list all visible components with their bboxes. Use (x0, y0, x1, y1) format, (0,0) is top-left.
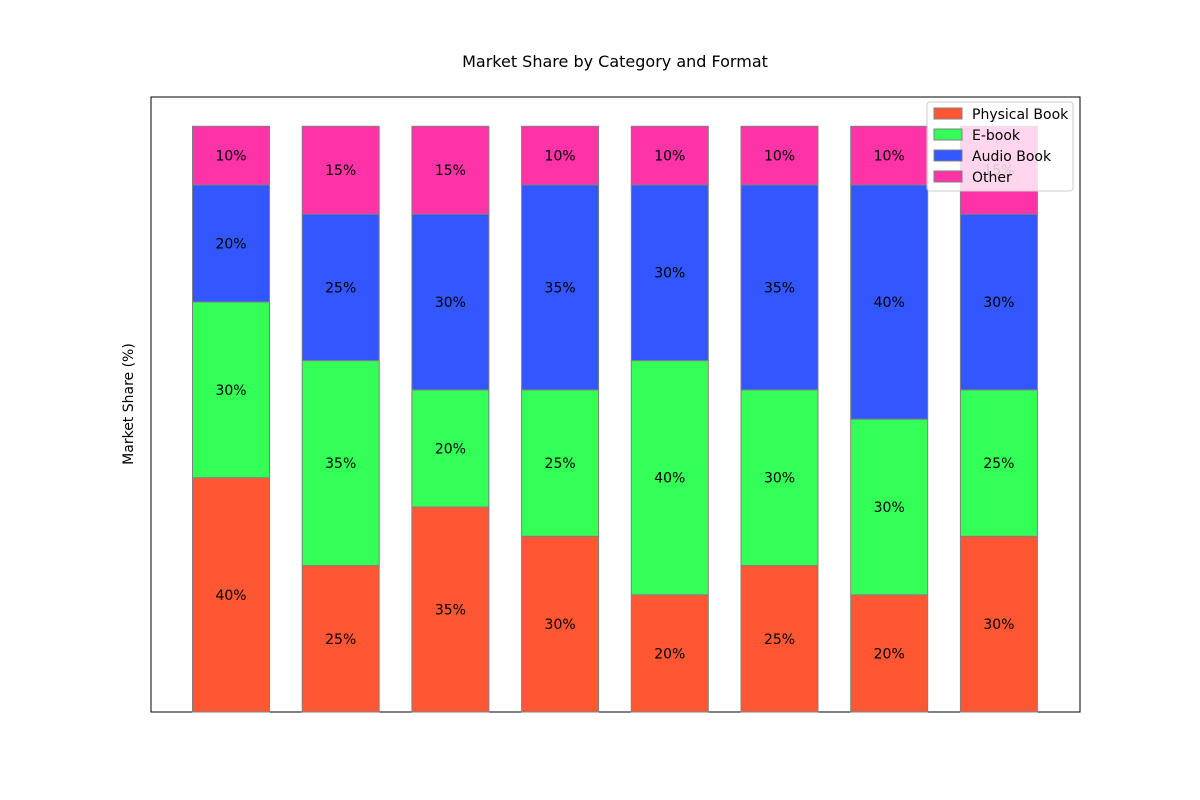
data-label-3-1: 20% (215, 236, 246, 252)
data-label-1-5: 20% (654, 646, 685, 662)
data-label-4-1: 10% (215, 149, 246, 165)
bar-2-6 (740, 389, 819, 567)
data-label-2-3: 20% (435, 441, 466, 457)
bar-2-5 (630, 360, 709, 596)
bar-3-3 (411, 213, 490, 391)
bar-1-5 (630, 594, 709, 713)
bar-1-8 (959, 535, 1038, 713)
data-label-3-5: 30% (654, 266, 685, 282)
bar-3-1 (192, 184, 270, 303)
legend-label-4: Other (972, 170, 1012, 186)
legend-label-2: E-book (972, 128, 1021, 144)
data-label-1-2: 25% (325, 632, 356, 648)
value-labels-group: 40% 30% 20% 10% 25% 35% 25% 15% 35% 20% 30% 15% 30% 2… (215, 149, 1014, 663)
data-label-3-2: 25% (325, 280, 356, 296)
data-label-1-1: 40% (215, 588, 246, 604)
data-label-4-5: 10% (654, 149, 685, 165)
legend-swatch-3 (933, 149, 963, 162)
data-label-2-6: 30% (764, 471, 795, 487)
data-label-4-6: 10% (764, 149, 795, 165)
legend: Physical Book E-book Audio Book Other (926, 101, 1074, 192)
bar-4-2 (301, 125, 380, 215)
legend-box (926, 101, 1074, 192)
data-label-3-4: 35% (545, 280, 576, 296)
bar-3-4 (521, 184, 600, 391)
legend-swatch-4 (933, 170, 963, 183)
data-label-3-3: 30% (435, 295, 466, 311)
data-label-2-8: 25% (983, 456, 1014, 472)
bar-1-2 (301, 565, 380, 713)
data-label-1-7: 20% (874, 646, 905, 662)
data-label-3-8: 30% (983, 295, 1014, 311)
data-label-2-7: 30% (874, 500, 905, 516)
data-label-2-2: 35% (325, 456, 356, 472)
bar-2-4 (521, 389, 600, 537)
bar-4-4 (521, 125, 600, 186)
bar-4-1 (192, 125, 270, 186)
legend-swatch-1 (933, 107, 963, 120)
plot-frame (150, 96, 1081, 713)
bar-2-2 (301, 360, 380, 567)
bar-4-3 (411, 125, 490, 215)
data-label-4-3: 15% (435, 163, 466, 179)
bar-2-7 (850, 418, 929, 596)
legend-swatch-2 (933, 128, 963, 141)
bar-1-4 (521, 535, 600, 713)
bar-3-8 (959, 213, 1038, 391)
data-label-4-4: 10% (545, 149, 576, 165)
bar-2-3 (411, 389, 490, 508)
legend-label-1: Physical Book (972, 107, 1069, 123)
bar-3-6 (740, 184, 819, 391)
bar-3-2 (301, 213, 380, 362)
bar-1-6 (740, 565, 819, 713)
data-label-1-8: 30% (983, 617, 1014, 633)
bars-group (192, 125, 1038, 713)
data-label-2-4: 25% (545, 456, 576, 472)
bar-1-3 (411, 506, 490, 713)
legend-label-3: Audio Book (972, 149, 1052, 165)
bar-4-5 (630, 125, 709, 186)
data-label-3-6: 35% (764, 280, 795, 296)
data-label-2-5: 40% (654, 471, 685, 487)
data-label-1-4: 30% (545, 617, 576, 633)
data-label-1-6: 25% (764, 632, 795, 648)
bar-3-5 (630, 184, 709, 362)
bar-1-1 (192, 477, 270, 713)
bar-1-7 (850, 594, 929, 713)
chart-title: Market Share by Category and Format (462, 52, 768, 71)
data-label-2-1: 30% (215, 383, 246, 399)
data-label-1-3: 35% (435, 603, 466, 619)
data-label-4-2: 15% (325, 163, 356, 179)
data-label-3-7: 40% (874, 295, 905, 311)
bar-4-6 (740, 125, 819, 186)
data-label-4-7: 10% (874, 149, 905, 165)
